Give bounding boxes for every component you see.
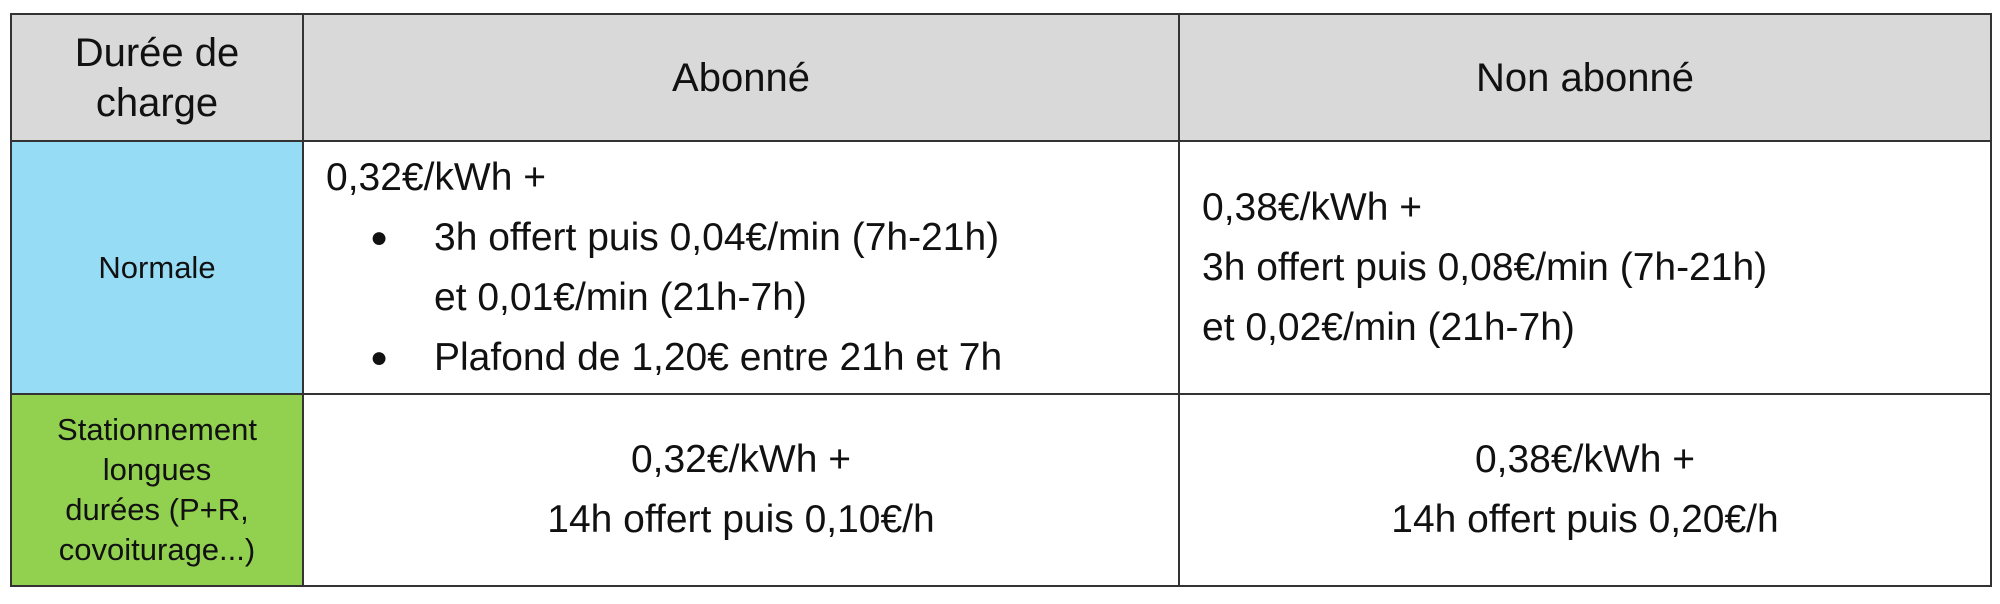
row-label-normale: Normale	[10, 140, 304, 395]
header-row: Durée de charge Abonné Non abonné	[10, 13, 1992, 142]
cell-normale-non-abonne: 0,38€/kWh + 3h offert puis 0,08€/min (7h…	[1178, 140, 1992, 395]
cell-text: Plafond de 1,20€ entre 21h et 7h	[434, 336, 1003, 379]
table-row-normale: Normale 0,32€/kWh + ● 3h offert puis 0,0…	[10, 140, 1992, 395]
cell-text: 14h offert puis 0,20€/h	[1391, 498, 1779, 541]
row-label-text: durées (P+R,	[65, 492, 249, 527]
table-row-stationnement: Stationnement longues durées (P+R, covoi…	[10, 393, 1992, 587]
cell-text: 0,38€/kWh +	[1474, 438, 1696, 481]
bullet-list: ● 3h offert puis 0,04€/min (7h-21h) et 0…	[326, 208, 1178, 388]
row-label-stationnement: Stationnement longues durées (P+R, covoi…	[10, 393, 304, 587]
cell-text: 3h offert puis 0,04€/min (7h-21h)	[434, 216, 1000, 259]
header-non-abonne: Non abonné	[1178, 13, 1992, 142]
row-label-text: Stationnement	[57, 412, 257, 447]
header-abonne: Abonné	[302, 13, 1180, 142]
cell-text: et 0,01€/min (21h-7h)	[434, 276, 807, 319]
cell-text: 0,38€/kWh +	[1202, 185, 1423, 229]
cell-stationnement-abonne: 0,32€/kWh + 14h offert puis 0,10€/h	[302, 393, 1180, 587]
header-duree-de-charge: Durée de charge	[10, 13, 304, 142]
row-label-text: Normale	[98, 249, 216, 285]
list-item: ● Plafond de 1,20€ entre 21h et 7h	[370, 328, 1178, 388]
list-item: ● 3h offert puis 0,04€/min (7h-21h) et 0…	[370, 208, 1178, 328]
bullet-icon: ●	[370, 341, 389, 374]
header-text-line: Durée de	[74, 30, 240, 75]
cell-normale-abonne: 0,32€/kWh + ● 3h offert puis 0,04€/min (…	[302, 140, 1180, 395]
cell-text: 0,32€/kWh +	[326, 156, 547, 199]
header-text-line: charge	[95, 80, 219, 125]
row-label-text: longues	[102, 452, 212, 487]
cell-text: 14h offert puis 0,10€/h	[547, 498, 935, 541]
row-label-text: covoiturage...)	[58, 532, 256, 567]
cell-text: 3h offert puis 0,08€/min (7h-21h)	[1202, 245, 1768, 289]
bullet-icon: ●	[370, 221, 389, 254]
cell-stationnement-non-abonne: 0,38€/kWh + 14h offert puis 0,20€/h	[1178, 393, 1992, 587]
cell-text: 0,32€/kWh +	[630, 438, 852, 481]
cell-text: et 0,02€/min (21h-7h)	[1202, 305, 1575, 349]
pricing-table: Durée de charge Abonné Non abonné Normal…	[10, 13, 1992, 587]
